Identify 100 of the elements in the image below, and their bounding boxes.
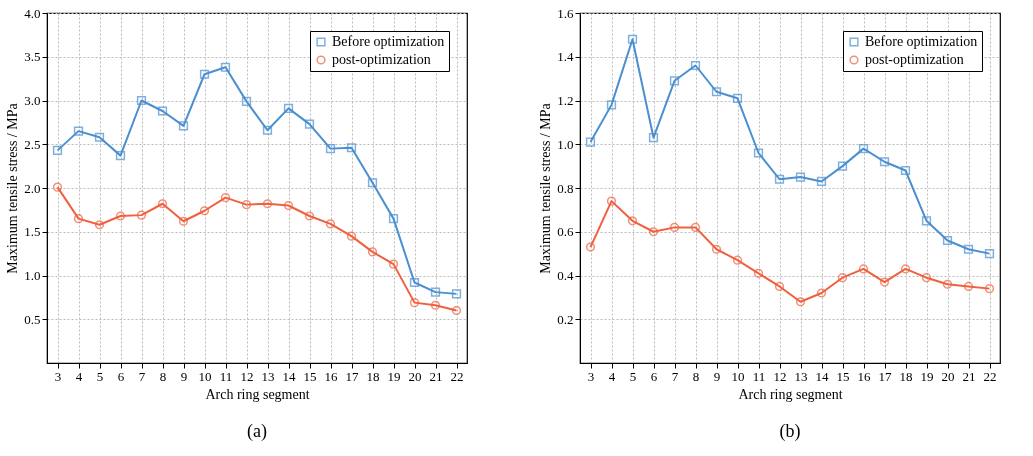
point	[942, 279, 953, 289]
point	[136, 210, 147, 220]
x-tick-label: 19	[920, 368, 934, 384]
y-tick-label: 1.2	[557, 93, 574, 108]
point	[388, 259, 399, 269]
x-tick-label: 17	[878, 368, 892, 384]
point	[367, 178, 378, 188]
point	[585, 137, 596, 147]
y-tick-label: 1.6	[557, 5, 574, 21]
point	[648, 133, 659, 143]
point	[325, 144, 336, 154]
x-tick-label: 22	[983, 368, 997, 384]
point	[157, 199, 168, 209]
x-tick-label: 17	[345, 368, 359, 384]
x-tick-label: 12	[240, 368, 254, 384]
x-tick-label: 20	[408, 368, 422, 384]
y-axis-title: Maximum tensile stress / MPa	[5, 102, 21, 274]
x-tick-label: 19	[387, 368, 401, 384]
x-tick-label: 18	[366, 368, 380, 384]
point	[669, 222, 680, 232]
x-tick-label: 6	[117, 368, 125, 384]
x-tick-label: 4	[608, 368, 616, 384]
point	[430, 300, 441, 310]
y-tick-label: 1.0	[557, 136, 574, 152]
point	[984, 284, 995, 294]
point	[606, 196, 617, 206]
point	[346, 231, 357, 241]
point	[283, 103, 294, 113]
text: (a)	[247, 421, 267, 442]
x-tick-label: 13	[261, 368, 275, 384]
x-tick-label: 7	[671, 368, 679, 384]
x-tick-label: 16	[857, 368, 871, 384]
point	[199, 69, 210, 79]
point	[795, 297, 806, 307]
point	[648, 227, 659, 237]
point	[816, 176, 827, 187]
y-tick-label: 1.5	[24, 224, 41, 240]
point	[627, 216, 638, 226]
point	[837, 273, 848, 283]
point	[430, 287, 441, 297]
y-tick-label: 3.0	[24, 93, 41, 108]
x-tick-label: 4	[75, 368, 83, 384]
x-tick-label: 8	[159, 368, 167, 384]
x-tick-label: 9	[713, 368, 721, 384]
y-tick-label: 0.4	[557, 268, 574, 283]
y-tick-label: 1.0	[24, 268, 41, 283]
point	[409, 298, 420, 308]
x-tick-label: 16	[324, 368, 338, 384]
x-tick-label: 3	[587, 368, 595, 384]
point	[283, 200, 294, 211]
x-tick-label: 10	[731, 368, 745, 384]
point	[178, 216, 189, 226]
x-tick-label: 12	[773, 368, 787, 384]
point	[136, 95, 147, 106]
point	[606, 100, 617, 110]
point	[115, 151, 126, 161]
y-tick-label: 3.5	[24, 49, 41, 65]
point	[220, 193, 231, 203]
point	[690, 222, 701, 232]
point	[669, 76, 680, 86]
point	[304, 211, 315, 221]
point	[585, 242, 596, 252]
point	[94, 132, 105, 142]
point	[753, 268, 764, 278]
point	[984, 249, 995, 259]
point	[774, 281, 785, 292]
point	[816, 288, 827, 298]
x-axis-title: Arch ring segment	[205, 386, 310, 402]
point	[325, 219, 336, 229]
x-axis-title: Arch ring segment	[738, 386, 843, 402]
x-tick-label: 9	[180, 368, 188, 384]
point	[627, 34, 638, 44]
x-tick-label: 14	[815, 368, 829, 384]
x-tick-label: 5	[629, 368, 637, 384]
point	[115, 211, 126, 221]
y-tick-label: 0.2	[557, 311, 574, 327]
x-tick-label: 14	[282, 368, 296, 384]
point	[732, 255, 743, 265]
x-tick-label: 7	[138, 368, 146, 384]
point	[388, 214, 399, 224]
x-tick-label: 18	[899, 368, 913, 384]
x-tick-label: 3	[54, 368, 62, 384]
point	[858, 144, 869, 154]
legend-label: Before optimization	[865, 34, 978, 49]
x-tick-label: 11	[752, 368, 766, 384]
x-tick-label: 8	[692, 368, 700, 384]
point	[304, 119, 315, 129]
x-tick-label: 21	[962, 368, 976, 384]
point	[963, 281, 974, 292]
point	[732, 93, 743, 103]
point	[178, 121, 189, 131]
point	[690, 60, 701, 71]
x-tick-label: 6	[650, 368, 658, 384]
x-tick-label: 5	[96, 368, 104, 384]
point	[241, 200, 252, 210]
point	[52, 145, 63, 155]
text: (b)	[779, 421, 801, 442]
point	[52, 182, 63, 192]
point	[774, 174, 785, 184]
point	[73, 214, 84, 224]
